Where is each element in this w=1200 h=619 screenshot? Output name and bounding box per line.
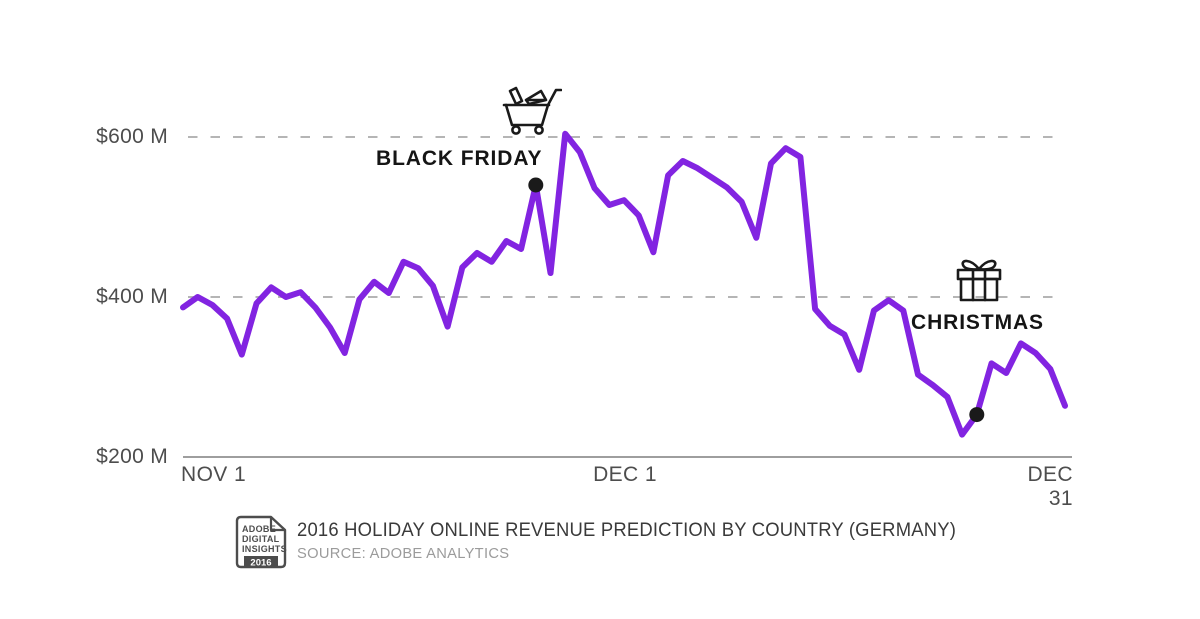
badge-year: 2016 xyxy=(250,558,271,569)
black-friday-label: BLACK FRIDAY xyxy=(376,147,543,170)
gift-icon xyxy=(956,259,1002,302)
chart-title: 2016 HOLIDAY ONLINE REVENUE PREDICTION B… xyxy=(297,520,957,541)
y-axis-label-200m: $200 M xyxy=(96,445,168,468)
badge-line1: ADOBE xyxy=(242,524,276,534)
x-axis-label-dec31: DEC 31 xyxy=(1027,463,1073,510)
y-axis-label-600m: $600 M xyxy=(96,125,168,148)
revenue-line-series xyxy=(180,130,1068,438)
x-axis-label-nov1: NOV 1 xyxy=(181,463,247,486)
shopping-cart-icon xyxy=(502,86,562,135)
christmas-marker xyxy=(969,407,985,423)
badge-line3: INSIGHTS xyxy=(242,544,287,554)
adobe-digital-insights-badge: ADOBE DIGITAL INSIGHTS 2016 xyxy=(235,515,287,569)
badge-line2: DIGITAL xyxy=(242,534,280,544)
christmas-label: CHRISTMAS xyxy=(911,311,1044,334)
black-friday-marker xyxy=(528,177,544,193)
x-axis-label-dec1: DEC 1 xyxy=(593,463,657,486)
chart-source: SOURCE: ADOBE ANALYTICS xyxy=(297,545,510,562)
y-axis-label-400m: $400 M xyxy=(96,285,168,308)
